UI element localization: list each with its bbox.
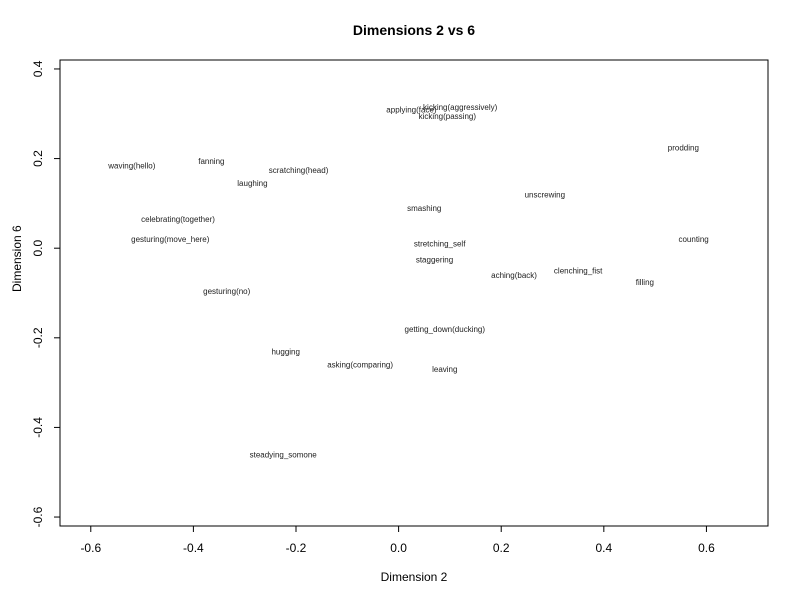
- y-tick-label: -0.4: [31, 417, 45, 438]
- x-tick-label: 0.6: [698, 541, 715, 555]
- y-tick-label: -0.6: [31, 506, 45, 527]
- point-label: waving(hello): [107, 161, 155, 170]
- y-tick-label: 0.2: [31, 150, 45, 167]
- x-tick-label: 0.0: [390, 541, 407, 555]
- point-label: celebrating(together): [141, 215, 215, 224]
- point-label: hugging: [271, 347, 299, 356]
- x-tick-label: -0.6: [80, 541, 101, 555]
- point-label: aching(back): [491, 271, 537, 280]
- plot-frame: [59, 59, 769, 527]
- point-labels: applying(face)kicking(aggressively)kicki…: [107, 103, 708, 459]
- point-label: getting_down(ducking): [405, 325, 486, 334]
- point-label: applying(face): [386, 105, 437, 114]
- y-tick-label: 0.0: [31, 240, 45, 257]
- x-tick-label: 0.4: [595, 541, 612, 555]
- point-label: kicking(aggressively): [423, 103, 498, 112]
- y-tick-label: -0.2: [31, 327, 45, 348]
- x-axis: -0.6 -0.4 -0.2 0.0 0.2 0.4 0.6: [80, 525, 715, 555]
- x-tick-label: -0.2: [286, 541, 307, 555]
- point-label: counting: [678, 235, 708, 244]
- point-label: leaving: [432, 365, 457, 374]
- y-tick-label: 0.4: [31, 60, 45, 77]
- point-label: clenching_fist: [554, 267, 603, 276]
- point-label: asking(comparing): [327, 361, 393, 370]
- y-axis: -0.6 -0.4 -0.2 0.0 0.2 0.4: [31, 60, 61, 527]
- point-label: staggering: [416, 255, 453, 264]
- point-label: scratching(head): [269, 166, 329, 175]
- point-label: kicking(passing): [419, 112, 477, 121]
- point-label: laughing: [237, 179, 267, 188]
- point-label: smashing: [407, 204, 441, 213]
- x-tick-label: -0.4: [183, 541, 204, 555]
- point-label: steadying_somone: [250, 450, 318, 459]
- point-label: gesturing(no): [203, 287, 250, 296]
- point-label: gesturing(move_here): [131, 235, 210, 244]
- x-axis-label: Dimension 2: [380, 570, 448, 584]
- point-label: fanning: [198, 157, 224, 166]
- point-label: prodding: [668, 143, 699, 152]
- chart-title: Dimensions 2 vs 6: [352, 22, 476, 38]
- y-axis-label: Dimension 6: [10, 225, 24, 292]
- x-tick-label: 0.2: [493, 541, 510, 555]
- point-label: stretching_self: [414, 240, 466, 249]
- point-label: unscrewing: [525, 190, 565, 199]
- point-label: filling: [636, 278, 654, 287]
